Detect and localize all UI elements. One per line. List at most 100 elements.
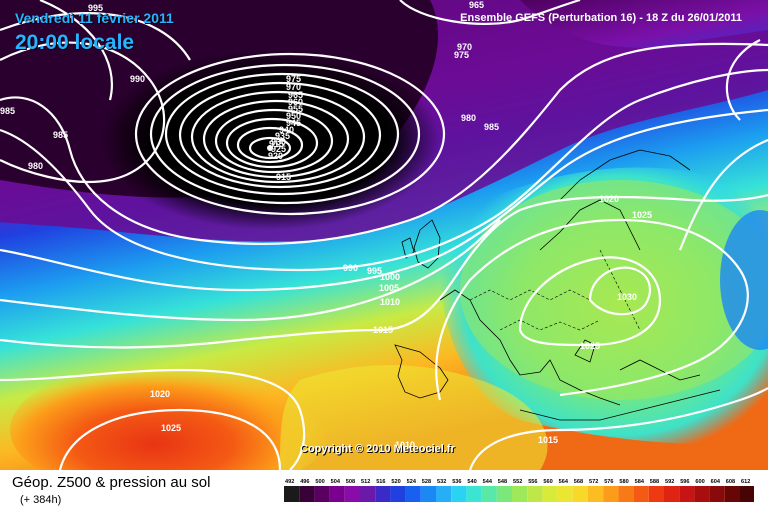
color-scale-tick: 544 [483, 479, 493, 485]
isobars [0, 0, 768, 470]
isobar-label-960-low: 960 [288, 97, 303, 107]
color-scale-swatch [724, 486, 740, 502]
isobar-label-980-center: 980 [461, 113, 476, 123]
isobar-label-975-north: 975 [454, 50, 469, 60]
color-scale-swatches [284, 486, 754, 502]
color-scale-swatch [481, 486, 497, 502]
isobar-label-920-low: 920 [268, 151, 283, 161]
color-scale-swatch [344, 486, 360, 502]
isobar-label-layer: 9959909859859809759709659609559509459409… [0, 0, 652, 450]
isobar-label-940-low: 940 [279, 125, 294, 135]
isobar-label-980-west: 980 [28, 161, 43, 171]
isobar-label-970-low: 970 [286, 82, 301, 92]
color-scale-tick: 580 [619, 479, 628, 485]
forecast-local-time: 20:00 locale [15, 31, 135, 54]
isobar-label-1025-scandinavia: 1025 [632, 210, 652, 220]
isobar-label-1005-atlantic: 1005 [379, 283, 399, 293]
weather-map: 9959909859859809759709659609559509459409… [0, 0, 768, 470]
isobar-label-995-atlantic: 995 [367, 266, 382, 276]
color-scale-tick: 608 [726, 479, 735, 485]
color-scale-tick: 528 [422, 479, 431, 485]
color-scale-swatch [405, 486, 421, 502]
isobar-label-990-atlantic: 990 [343, 263, 358, 273]
color-scale-tick: 492 [285, 479, 294, 485]
isobar-label-1020-azores: 1020 [150, 389, 170, 399]
product-title: Géop. Z500 & pression au sol [12, 474, 211, 491]
isobar-label-1010-africa: 1010 [395, 440, 415, 450]
isobar-label-965-low: 965 [288, 90, 303, 100]
isobar-label-950-low: 950 [286, 111, 301, 121]
color-scale-swatch [694, 486, 710, 502]
color-scale-swatch [420, 486, 436, 502]
color-scale-swatch [390, 486, 406, 502]
color-scale-swatch [648, 486, 664, 502]
isobar-label-985-west: 985 [0, 106, 15, 116]
color-scale-swatch [527, 486, 543, 502]
isobar-label-985-center: 985 [484, 122, 499, 132]
color-scale-tick: 596 [680, 479, 689, 485]
low-pressure-center [267, 145, 273, 151]
color-scale-swatch [512, 486, 528, 502]
color-scale-tick: 592 [665, 479, 674, 485]
color-scale-swatch [299, 486, 315, 502]
isobar-label-935-low: 935 [275, 131, 290, 141]
color-scale-tick: 552 [513, 479, 522, 485]
isobar-label-990-northwest: 990 [130, 74, 145, 84]
color-scale-tick: 512 [361, 479, 370, 485]
color-scale-tick: 564 [559, 479, 569, 485]
color-scale-tick: 508 [346, 479, 355, 485]
isobar-label-945-low: 945 [286, 118, 301, 128]
color-scale-tick: 600 [695, 479, 704, 485]
isobar-label-1020-scandinavia: 1020 [599, 194, 619, 204]
isobar-label-1025-azores: 1025 [161, 423, 181, 433]
color-scale-swatch [618, 486, 634, 502]
isobar-label-1000-atlantic: 1000 [380, 272, 400, 282]
color-scale-tick: 556 [528, 479, 537, 485]
color-scale-swatch [284, 486, 300, 502]
isobar-label-915-low-south: 915 [276, 172, 291, 182]
model-run-info: Ensemble GEFS (Perturbation 16) - 18 Z d… [460, 12, 742, 24]
color-scale-swatch [360, 486, 376, 502]
color-scale-tick: 612 [741, 479, 750, 485]
isobar-label-925-low: 925 [271, 144, 286, 154]
borders [469, 249, 641, 331]
color-scale-tick: 604 [711, 479, 721, 485]
copyright-notice: Copyright © 2010 Meteociel.fr [300, 443, 455, 455]
color-scale-tick: 540 [467, 479, 476, 485]
isobar-label-1010-atlantic: 1010 [380, 297, 400, 307]
color-scale-swatch [466, 486, 482, 502]
isobar-label-970-north: 970 [457, 42, 472, 52]
color-scale-tick: 568 [574, 479, 583, 485]
color-scale-swatch [664, 486, 680, 502]
z500-color-field [0, 0, 768, 470]
color-scale-tick: 576 [604, 479, 613, 485]
color-scale-swatch [740, 486, 754, 502]
color-scale-swatch [451, 486, 467, 502]
color-scale-swatch [603, 486, 619, 502]
chart-footer: Géop. Z500 & pression au sol (+ 384h) 49… [0, 470, 768, 512]
color-scale-ticks: 492 496 500 504 508 512 516 520 524 528 532 536 540 5… [285, 479, 750, 485]
color-scale-swatch [633, 486, 649, 502]
isobar-label-955-low: 955 [288, 104, 303, 114]
color-scale-swatch [329, 486, 345, 502]
isobar-label-930-low: 930 [271, 137, 286, 147]
isobar-label-985-west-inner: 985 [53, 130, 68, 140]
color-scale-swatch [709, 486, 725, 502]
isobar-label-975-low: 975 [286, 74, 301, 84]
isobar-label-1015-atlantic: 1015 [373, 325, 393, 335]
color-scale-swatch [572, 486, 588, 502]
color-scale-swatch [557, 486, 573, 502]
color-scale-swatch [679, 486, 695, 502]
color-scale-tick: 504 [331, 479, 341, 485]
color-scale-tick: 496 [300, 479, 309, 485]
lead-time: (+ 384h) [20, 494, 62, 506]
color-scale-tick: 560 [543, 479, 552, 485]
color-scale-tick: 520 [391, 479, 400, 485]
isobar-label-1025-central-europe: 1025 [580, 341, 600, 351]
color-scale-legend: 492 496 500 504 508 512 516 520 524 528 532 536 540 5… [284, 479, 754, 502]
color-scale-swatch [314, 486, 330, 502]
isobar-label-1030-central-europe: 1030 [617, 292, 637, 302]
color-scale-tick: 500 [315, 479, 324, 485]
color-scale-swatch [436, 486, 452, 502]
